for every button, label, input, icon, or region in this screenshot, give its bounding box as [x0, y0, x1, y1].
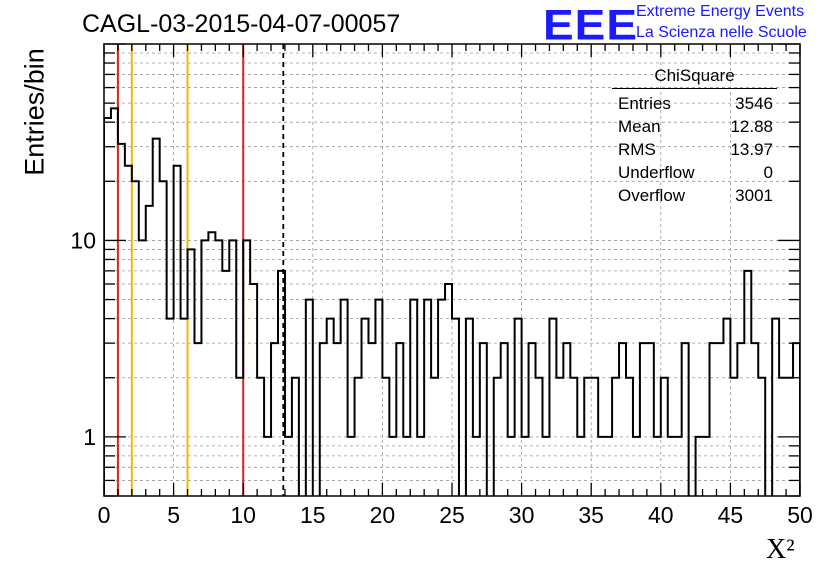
histogram-bin [710, 343, 717, 496]
histogram-bin [194, 343, 201, 496]
histogram-bin [375, 300, 382, 496]
histogram-bin [132, 181, 139, 496]
histogram-bin [793, 343, 800, 496]
histogram-bars [104, 107, 800, 496]
x-tick-label: 30 [509, 502, 535, 528]
histogram-bin [334, 343, 341, 496]
stats-value: 3546 [735, 94, 773, 113]
histogram-bin [222, 271, 229, 496]
stats-label: Underflow [618, 163, 695, 182]
x-tick-label: 45 [718, 502, 744, 528]
histogram-bin [118, 144, 125, 496]
stats-row-rms: RMS 13.97 [612, 138, 777, 161]
histogram-bin [737, 343, 744, 496]
histogram-bin [243, 240, 250, 496]
histogram-bin [174, 166, 181, 496]
histogram-bin [320, 343, 327, 496]
histogram-bin [181, 319, 188, 496]
stats-row-entries: Entries 3546 [612, 92, 777, 115]
stats-box: ChiSquare Entries 3546 Mean 12.88 RMS 13… [612, 66, 777, 207]
histogram-bin [153, 139, 160, 496]
histogram-line [104, 107, 800, 496]
histogram-bin [362, 319, 369, 496]
histogram-bin [723, 319, 730, 496]
histogram-bin [563, 343, 570, 496]
histogram-bin [619, 343, 626, 496]
stats-label: Mean [618, 117, 661, 136]
histogram-bin [160, 181, 167, 496]
histogram-bin [682, 343, 689, 496]
eee-logo: EEE [543, 0, 639, 49]
stats-row-mean: Mean 12.88 [612, 115, 777, 138]
stats-row-overflow: Overflow 3001 [612, 184, 777, 207]
chart-title: CAGL-03-2015-04-07-00057 [82, 10, 401, 38]
histogram-bin [744, 271, 751, 496]
histogram-bin [452, 319, 459, 496]
histogram-bin [167, 319, 174, 496]
stats-value: 0 [763, 163, 773, 182]
x-tick-label: 25 [439, 502, 465, 528]
histogram-bin [215, 240, 222, 496]
x-tick-label: 0 [98, 502, 111, 528]
histogram-bin [201, 240, 208, 496]
histogram-bin [396, 343, 403, 496]
histogram-bin [410, 300, 417, 496]
histogram-bin [368, 343, 375, 496]
histogram-bin [529, 343, 536, 496]
x-axis-label: X² [766, 534, 795, 565]
histogram-bin [501, 343, 508, 496]
axis-ticks: 0 5 10 15 20 25 30 35 40 45 50 1 10 [70, 43, 813, 528]
stats-value: 12.88 [730, 117, 773, 136]
stats-label: RMS [618, 140, 656, 159]
histogram-bin [188, 249, 195, 496]
histogram-bin [125, 166, 132, 496]
stats-title: ChiSquare [612, 66, 777, 89]
histogram-bin [139, 240, 146, 496]
histogram-bin [716, 343, 723, 496]
histogram-bin [647, 343, 654, 496]
histogram-bin [466, 319, 473, 496]
x-tick-label: 15 [300, 502, 326, 528]
stats-value: 13.97 [730, 140, 773, 159]
histogram-bin [104, 118, 111, 496]
histogram-bin [111, 108, 118, 496]
histogram-bin [327, 319, 334, 496]
histogram-bin [772, 319, 779, 496]
histogram-bin [250, 284, 257, 496]
logo-caption-line2: La Scienza nelle Scuole [636, 24, 807, 41]
x-tick-label: 40 [648, 502, 674, 528]
x-tick-label: 20 [370, 502, 396, 528]
x-tick-label: 10 [230, 502, 256, 528]
histogram-bin [549, 319, 556, 496]
histogram-bin [229, 240, 236, 496]
x-tick-label: 5 [167, 502, 180, 528]
histogram-bin [751, 343, 758, 496]
histogram-bin [424, 300, 431, 496]
stats-row-underflow: Underflow 0 [612, 161, 777, 184]
stats-label: Entries [618, 94, 671, 113]
logo-caption-line1: Extreme Energy Events [636, 3, 805, 20]
y-tick-label: 10 [70, 227, 96, 253]
x-tick-label: 50 [787, 502, 813, 528]
stats-value: 3001 [735, 186, 773, 205]
histogram-bin [271, 343, 278, 496]
histogram-bin [341, 300, 348, 496]
y-tick-label: 1 [83, 424, 96, 450]
histogram-bin [208, 232, 215, 496]
stats-label: Overflow [618, 186, 686, 205]
histogram-bin [438, 300, 445, 496]
histogram-bin [480, 343, 487, 496]
histogram-bin [306, 300, 313, 496]
histogram-bin [445, 284, 452, 496]
x-tick-label: 35 [578, 502, 604, 528]
histogram-bin [640, 343, 647, 496]
histogram-bin [515, 319, 522, 496]
